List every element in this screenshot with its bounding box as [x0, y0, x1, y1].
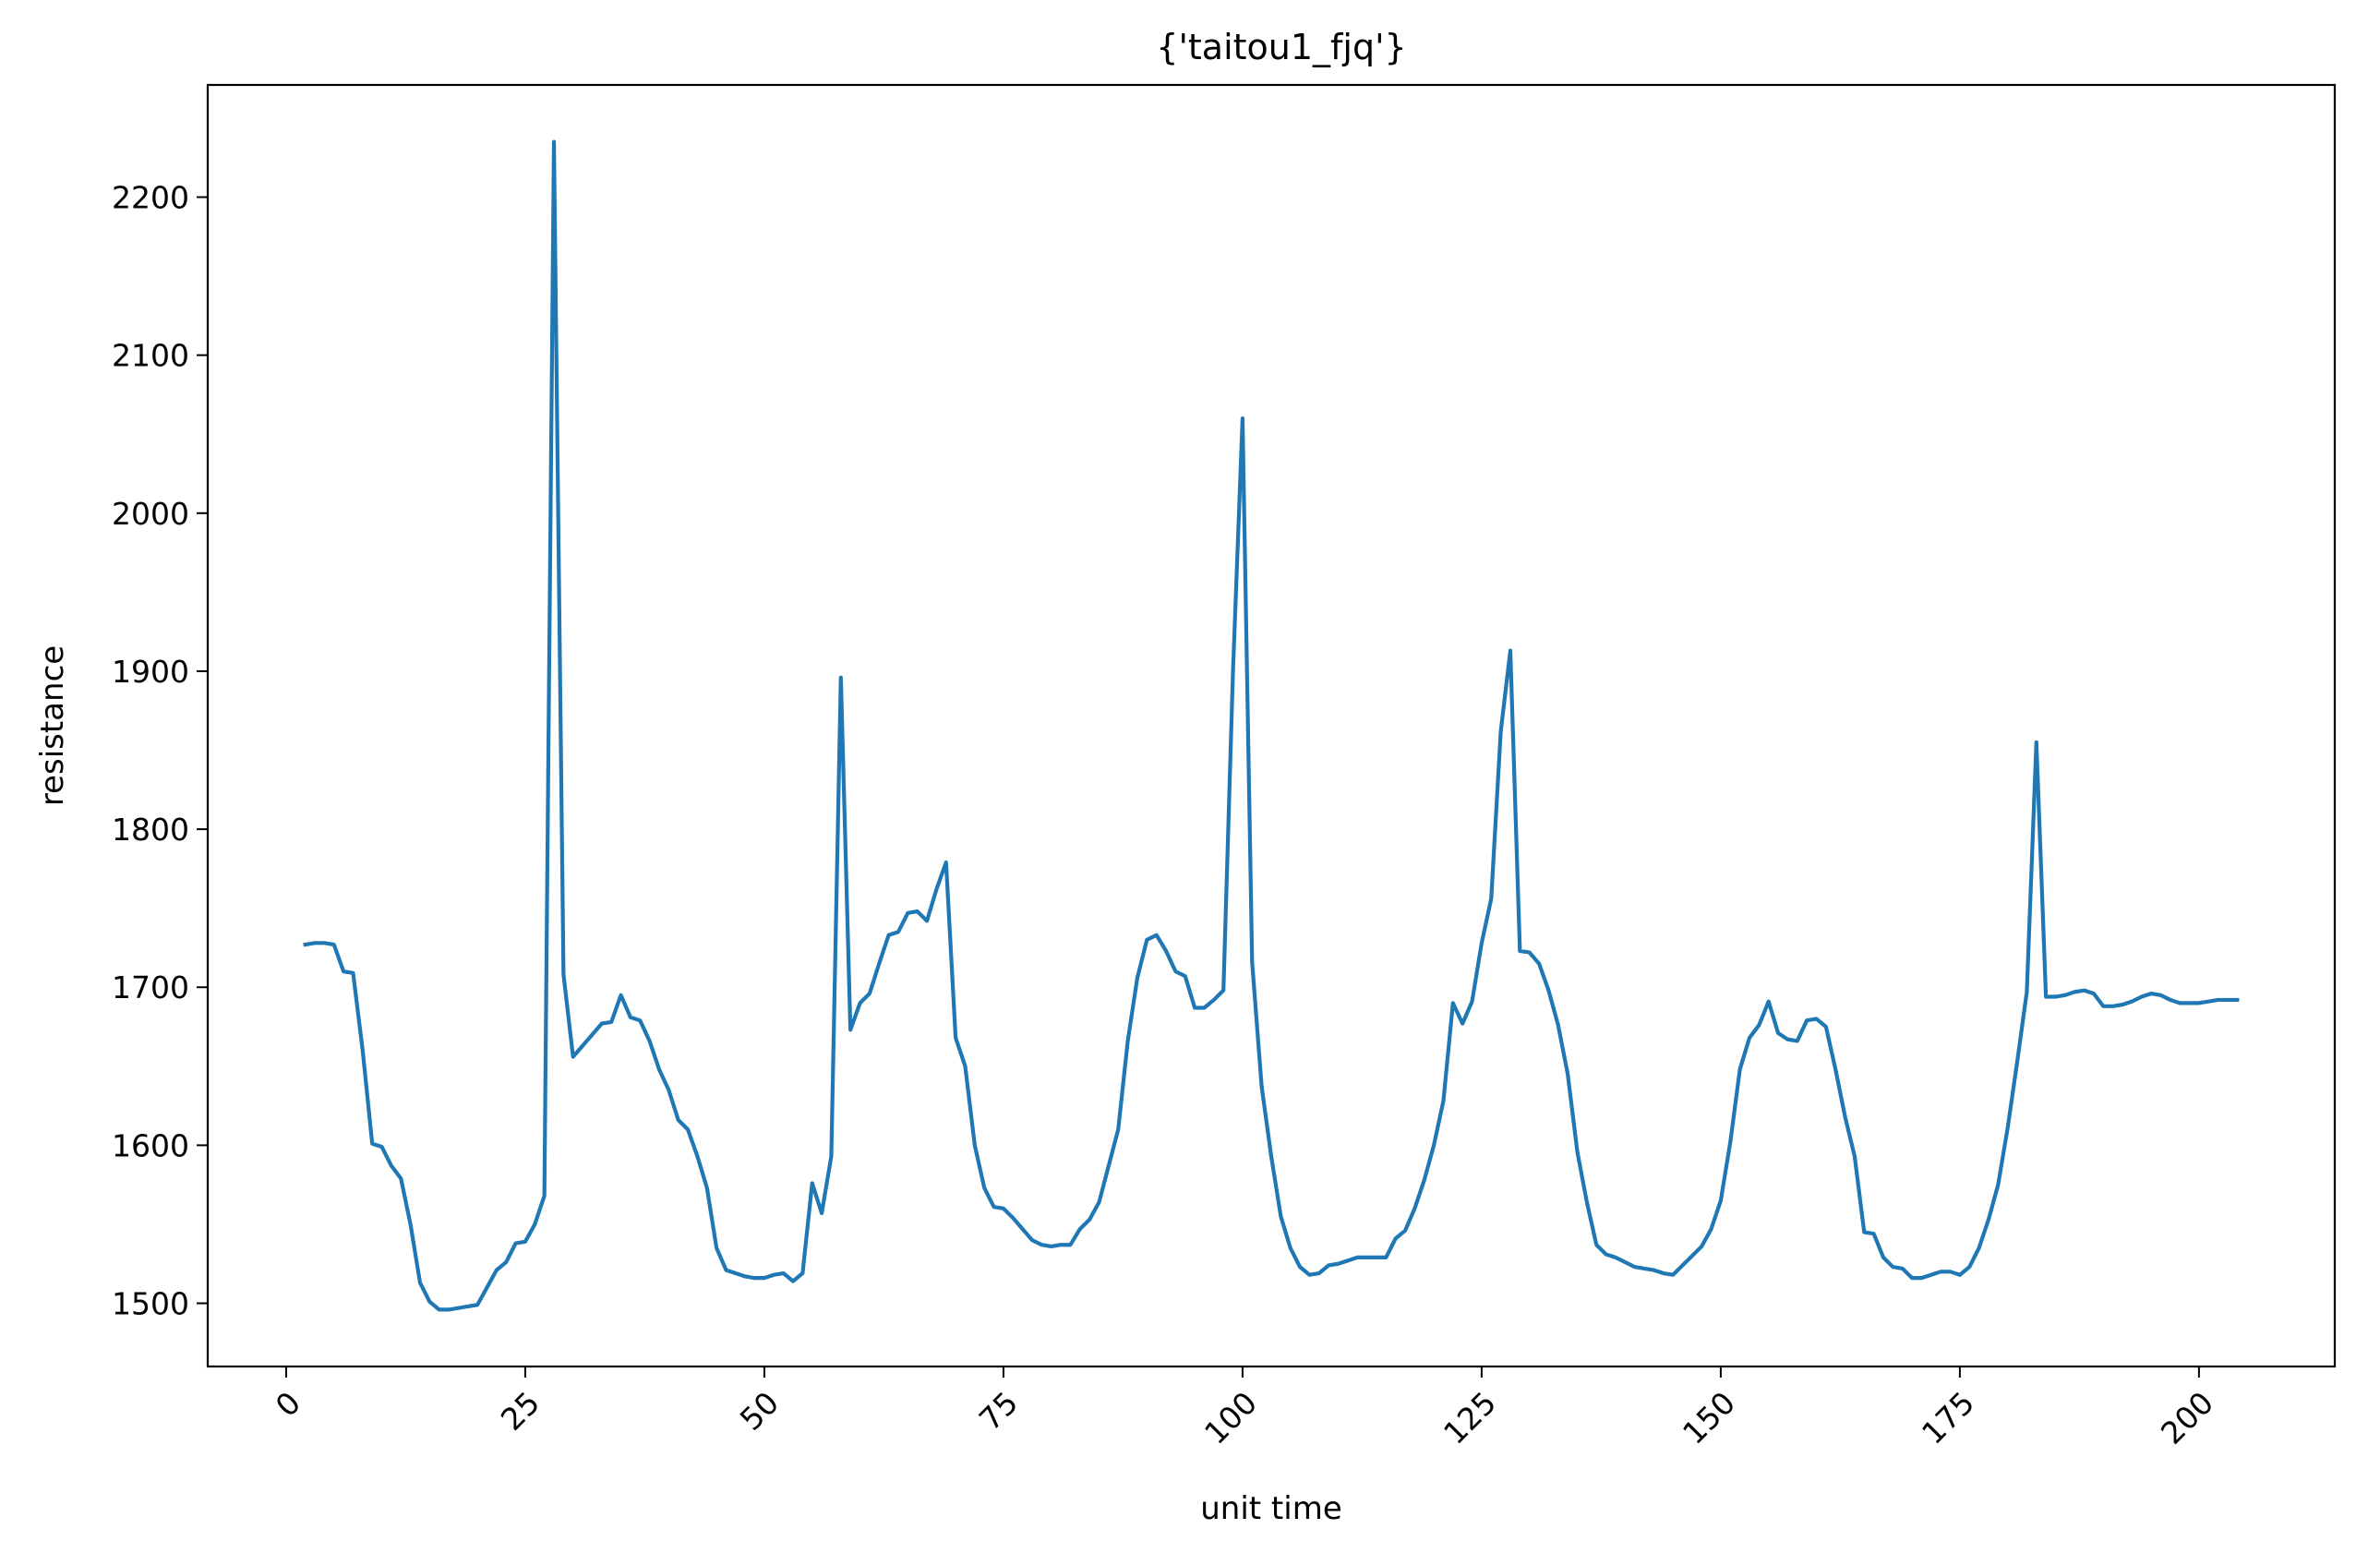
- y-tick-label: 1700: [112, 969, 189, 1005]
- chart-title: {'taitou1_fjq'}: [1156, 27, 1406, 67]
- y-tick-label: 1500: [112, 1286, 189, 1322]
- plot-frame: [206, 83, 2337, 1368]
- series-line: [303, 139, 2240, 1312]
- y-tick-label: 2100: [112, 338, 189, 374]
- y-tick-label: 1800: [112, 812, 189, 848]
- x-axis-label: unit time: [1200, 1490, 1342, 1527]
- y-tick-label: 2200: [112, 180, 189, 216]
- y-tick-label: 1900: [112, 654, 189, 690]
- y-tick-label: 1600: [112, 1127, 189, 1163]
- y-tick-label: 2000: [112, 496, 189, 532]
- plot-lines: [303, 139, 2240, 1312]
- y-axis: 1500 1600 1700 1800 1900 2000 2100 2200: [112, 180, 208, 1322]
- y-axis-label: resistance: [34, 645, 71, 806]
